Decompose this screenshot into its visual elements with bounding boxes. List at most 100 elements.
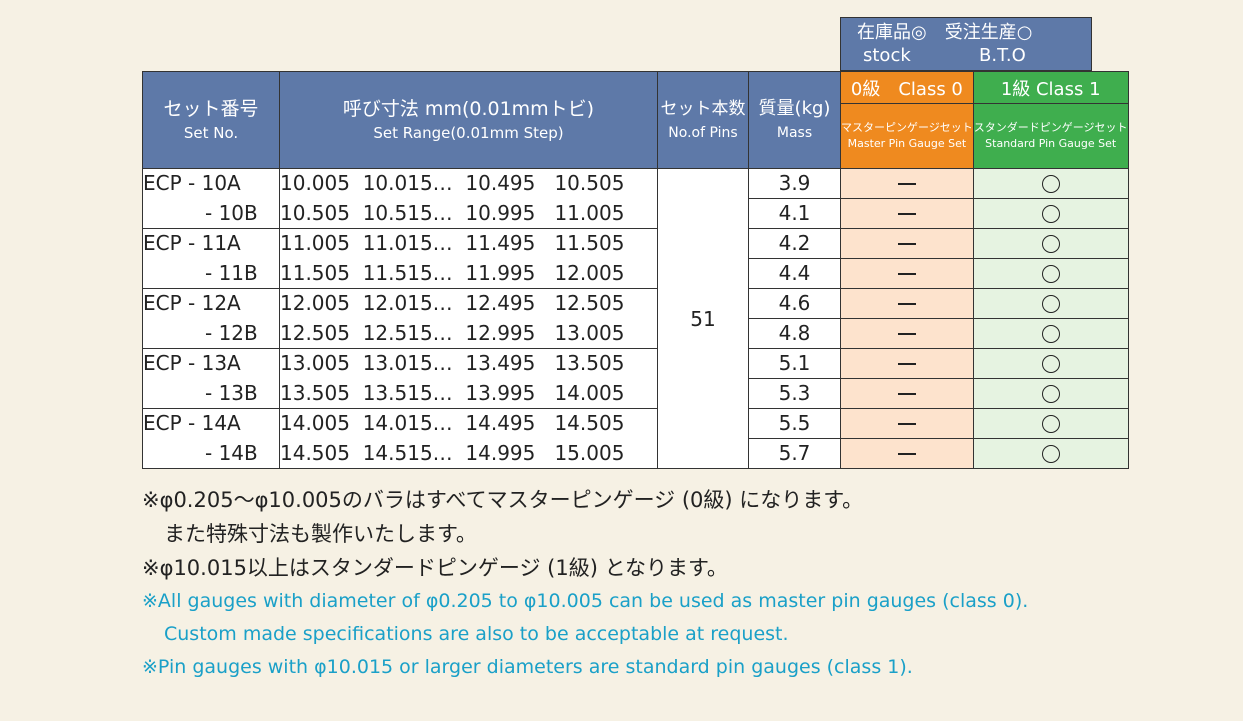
cell-class1 xyxy=(972,348,1129,379)
note-jp-2: また特殊寸法も製作いたします。 xyxy=(164,522,477,546)
cell-set-no: ECP - 12A xyxy=(142,288,280,319)
cell-class1 xyxy=(972,438,1129,469)
cell-range: 10.505 10.515… 10.995 11.005 xyxy=(279,198,658,229)
cell-class1 xyxy=(972,198,1129,229)
circle-icon xyxy=(1041,445,1060,463)
cell-class0 xyxy=(840,228,974,259)
header-set-no-jp: セット番号 xyxy=(163,98,259,120)
cell-set-no: - 14B xyxy=(142,438,280,469)
table-row: ECP - 10A 10.005 10.015… 10.495 10.505 51 3… xyxy=(142,168,1129,469)
cell-range: 14.005 14.015… 14.495 14.505 xyxy=(279,408,658,439)
cell-pins-count: 51 xyxy=(657,168,749,469)
circle-icon xyxy=(1041,415,1060,433)
pin-gauge-set-table: セット番号 Set No. 呼び寸法 mm(0.01mmトビ) Set Rang… xyxy=(142,70,1129,469)
cell-class0 xyxy=(840,348,974,379)
cell-class0 xyxy=(840,408,974,439)
cell-class1 xyxy=(972,288,1129,319)
cell-mass: 4.6 xyxy=(748,288,841,319)
header-class0: 0級 Class 0 xyxy=(840,70,974,105)
cell-range: 13.005 13.015… 13.495 13.505 xyxy=(279,348,658,379)
header-class0-sub: マスターピンゲージセット Master Pin Gauge Set xyxy=(840,103,974,169)
cell-class1 xyxy=(972,258,1129,289)
dash-icon xyxy=(897,333,916,335)
note-jp-3: ※φ10.015以上はスタンダードピンゲージ (1級) となります。 xyxy=(142,556,728,580)
header-range: 呼び寸法 mm(0.01mmトビ) Set Range(0.01mm Step) xyxy=(279,71,658,169)
header-range-jp: 呼び寸法 mm(0.01mmトビ) xyxy=(342,98,595,120)
header-mass-en: Mass xyxy=(776,125,813,141)
cell-class1 xyxy=(972,378,1129,409)
table-row: - 13B 13.505 13.515… 13.995 14.005 5.3 xyxy=(142,378,1129,409)
cell-set-no: ECP - 14A xyxy=(142,408,280,439)
dash-icon xyxy=(897,393,916,395)
header-set-no: セット番号 Set No. xyxy=(142,71,280,169)
cell-mass: 4.2 xyxy=(748,228,841,259)
cell-range: 11.505 11.515… 11.995 12.005 xyxy=(279,258,658,289)
cell-set-no: - 12B xyxy=(142,318,280,349)
header-class1-sub-en: Standard Pin Gauge Set xyxy=(985,137,1117,151)
cell-class0 xyxy=(840,438,974,469)
cell-range: 13.505 13.515… 13.995 14.005 xyxy=(279,378,658,409)
header-class0-sub-en: Master Pin Gauge Set xyxy=(847,137,967,151)
note-en-2: Custom made specifications are also to b… xyxy=(164,623,789,645)
cell-mass: 5.1 xyxy=(748,348,841,379)
table-row: - 12B 12.505 12.515… 12.995 13.005 4.8 xyxy=(142,318,1129,349)
cell-set-no: ECP - 13A xyxy=(142,348,280,379)
cell-class0 xyxy=(840,318,974,349)
circle-icon xyxy=(1041,325,1060,343)
cell-mass: 5.7 xyxy=(748,438,841,469)
circle-icon xyxy=(1041,175,1060,193)
cell-class0 xyxy=(840,198,974,229)
note-en-1: ※All gauges with diameter of φ0.205 to φ… xyxy=(142,590,1029,612)
cell-mass: 3.9 xyxy=(748,168,841,199)
table-row: ECP - 14A 14.005 14.015… 14.495 14.505 5.5 xyxy=(142,408,1129,439)
circle-icon xyxy=(1041,295,1060,313)
header-pins-en: No.of Pins xyxy=(668,125,738,141)
cell-range: 11.005 11.015… 11.495 11.505 xyxy=(279,228,658,259)
circle-icon xyxy=(1041,265,1060,283)
cell-mass: 4.1 xyxy=(748,198,841,229)
cell-range: 14.505 14.515… 14.995 15.005 xyxy=(279,438,658,469)
cell-range: 12.005 12.015… 12.495 12.505 xyxy=(279,288,658,319)
dash-icon xyxy=(897,423,916,425)
stock-legend-jp: 在庫品◎ 受注生産○ xyxy=(857,22,1033,43)
cell-class1 xyxy=(972,228,1129,259)
cell-class0 xyxy=(840,168,974,199)
cell-set-no: - 10B xyxy=(142,198,280,229)
notes: ※φ0.205～φ10.005のバラはすべてマスターピンゲージ (0級) になり… xyxy=(142,483,1028,684)
table-row: - 14B 14.505 14.515… 14.995 15.005 5.7 xyxy=(142,438,1129,469)
dash-icon xyxy=(897,273,916,275)
table-row: - 10B 10.505 10.515… 10.995 11.005 4.1 xyxy=(142,198,1129,229)
cell-class0 xyxy=(840,288,974,319)
table-row: ECP - 13A 13.005 13.015… 13.495 13.505 5.1 xyxy=(142,348,1129,379)
bto-label: B.T.O xyxy=(979,45,1026,66)
header-mass: 質量(kg) Mass xyxy=(748,71,841,169)
header-range-en: Set Range(0.01mm Step) xyxy=(373,124,564,142)
cell-mass: 5.3 xyxy=(748,378,841,409)
header-set-no-en: Set No. xyxy=(183,124,239,142)
table-row: - 11B 11.505 11.515… 11.995 12.005 4.4 xyxy=(142,258,1129,289)
cell-mass: 5.5 xyxy=(748,408,841,439)
dash-icon xyxy=(897,213,916,215)
dash-icon xyxy=(897,243,916,245)
table-row: ECP - 12A 12.005 12.015… 12.495 12.505 4.6 xyxy=(142,288,1129,319)
note-en-3: ※Pin gauges with φ10.015 or larger diame… xyxy=(142,656,913,678)
note-jp-1: ※φ0.205～φ10.005のバラはすべてマスターピンゲージ (0級) になり… xyxy=(142,488,864,512)
cell-class1 xyxy=(972,318,1129,349)
dash-icon xyxy=(897,303,916,305)
dash-icon xyxy=(897,363,916,365)
cell-class0 xyxy=(840,258,974,289)
cell-mass: 4.4 xyxy=(748,258,841,289)
header-pins: セット本数 No.of Pins xyxy=(657,71,749,169)
cell-set-no: ECP - 10A xyxy=(142,168,280,199)
cell-range: 10.005 10.015… 10.495 10.505 xyxy=(279,168,658,199)
table-row: ECP - 11A 11.005 11.015… 11.495 11.505 4.2 xyxy=(142,228,1129,259)
circle-icon xyxy=(1041,385,1060,403)
header-pins-jp: セット本数 xyxy=(660,99,746,119)
stock-legend-header: 在庫品◎ 受注生産○ stock B.T.O xyxy=(840,17,1092,71)
header-class1: 1級 Class 1 xyxy=(972,70,1129,105)
circle-icon xyxy=(1041,205,1060,223)
header-class1-sub-jp: スタンダードピンゲージセット xyxy=(973,121,1128,135)
cell-range: 12.505 12.515… 12.995 13.005 xyxy=(279,318,658,349)
circle-icon xyxy=(1041,235,1060,253)
dash-icon xyxy=(897,183,916,185)
